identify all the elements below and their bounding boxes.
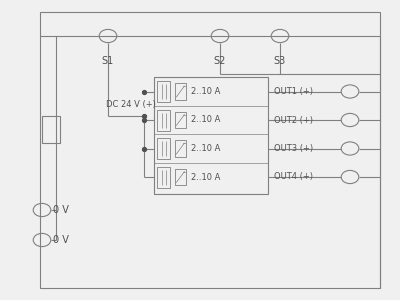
Text: OUT1 (+): OUT1 (+): [274, 87, 313, 96]
Bar: [157, 110, 170, 130]
Bar: [175, 83, 186, 100]
Text: 2..10 A: 2..10 A: [191, 116, 220, 124]
Text: S3: S3: [274, 56, 286, 65]
Bar: [42, 116, 60, 142]
Bar: [175, 140, 186, 157]
Text: OUT3 (+): OUT3 (+): [274, 144, 313, 153]
Text: 0 V: 0 V: [53, 235, 69, 245]
Text: 2..10 A: 2..10 A: [191, 172, 220, 182]
Text: 0 V: 0 V: [53, 205, 69, 215]
Text: OUT2 (+): OUT2 (+): [274, 116, 313, 124]
Bar: [157, 167, 170, 188]
Bar: [157, 81, 170, 102]
Text: 2..10 A: 2..10 A: [191, 144, 220, 153]
Text: 2..10 A: 2..10 A: [191, 87, 220, 96]
Text: S1: S1: [102, 56, 114, 65]
Bar: [175, 169, 186, 185]
Text: DC 24 V (+): DC 24 V (+): [106, 100, 156, 109]
Text: OUT4 (+): OUT4 (+): [274, 172, 313, 182]
Bar: [40, 12, 380, 288]
Bar: [154, 76, 268, 194]
Bar: [175, 112, 186, 128]
Text: S2: S2: [214, 56, 226, 65]
Bar: [157, 138, 170, 159]
